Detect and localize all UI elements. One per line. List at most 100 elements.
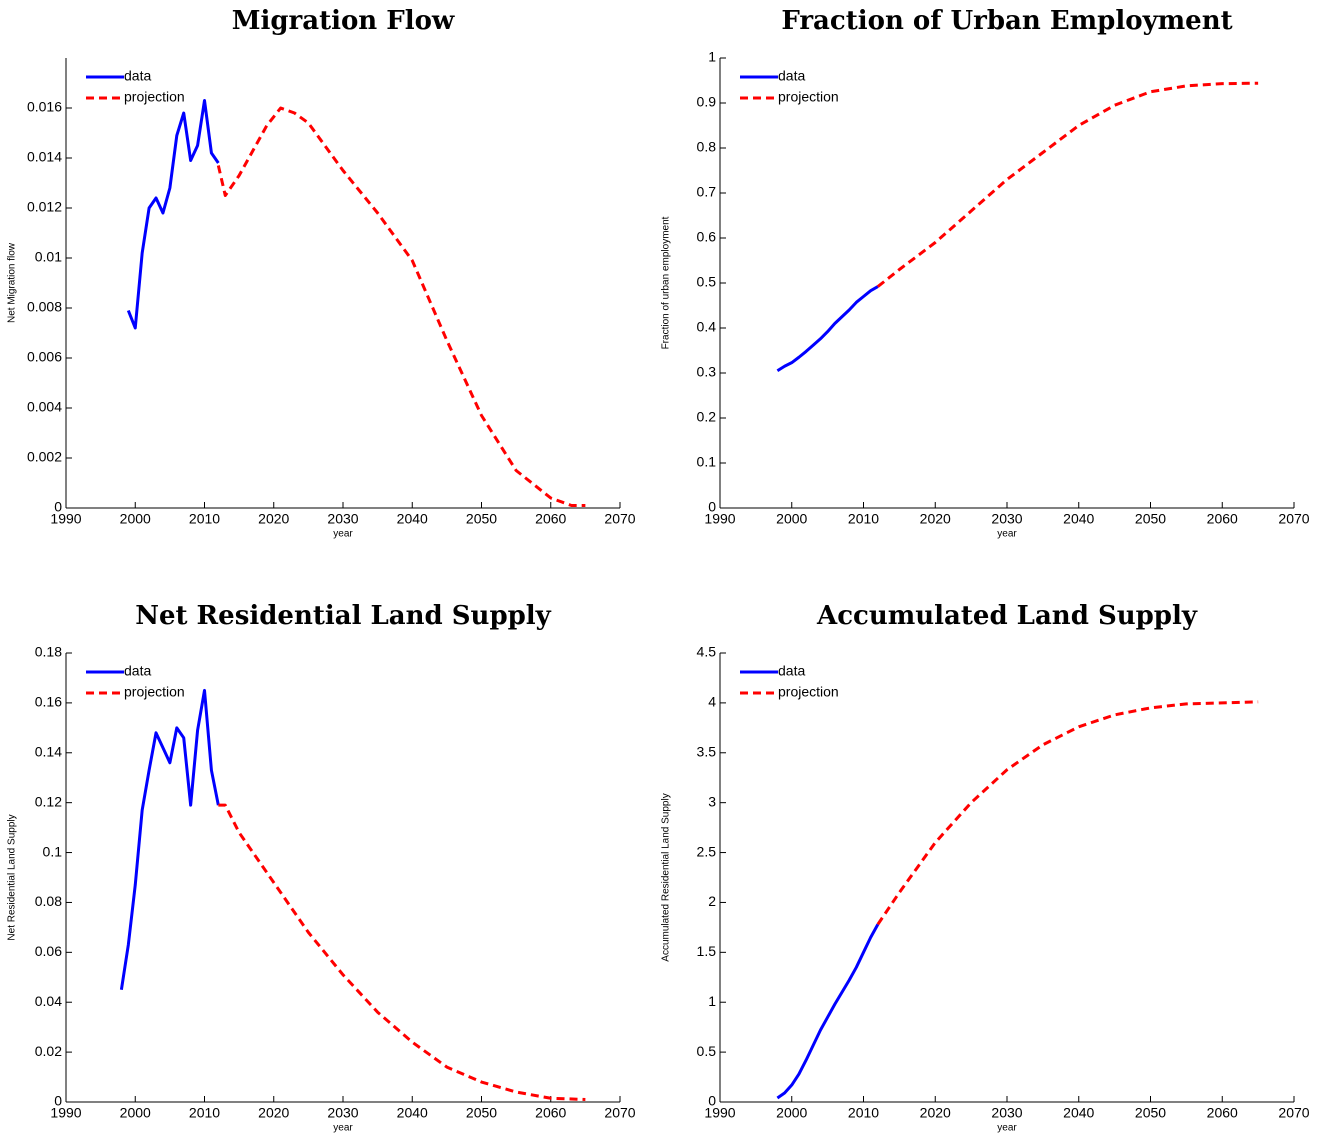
y-axis-label: Net Residential Land Supply: [7, 814, 18, 940]
x-tick-label: 2010: [189, 511, 220, 527]
legend-label: projection: [124, 684, 185, 700]
y-tick-label: 0: [54, 499, 62, 515]
x-tick-label: 1990: [50, 511, 81, 527]
data-line: [776, 285, 879, 373]
y-tick-label: 0.04: [35, 993, 62, 1009]
x-tick-label: 2040: [1063, 511, 1094, 527]
y-tick-label: 0.02: [35, 1043, 62, 1059]
x-axis-label: year: [333, 1123, 353, 1134]
y-tick-label: 2.5: [697, 843, 717, 859]
legend-label: projection: [778, 684, 839, 700]
y-axis-label: Net Migration flow: [7, 242, 18, 323]
legend-label: projection: [778, 89, 839, 105]
y-tick-label: 0.1: [43, 843, 63, 859]
y-tick-label: 0.6: [697, 229, 717, 245]
y-tick-label: 0.006: [27, 349, 62, 365]
x-tick-label: 2060: [1207, 1105, 1238, 1121]
x-tick-label: 2030: [327, 511, 358, 527]
y-tick-label: 0.7: [697, 184, 717, 200]
y-tick-label: 0.14: [35, 743, 62, 759]
x-tick-label: 2000: [776, 1105, 807, 1121]
x-tick-label: 2070: [1278, 1105, 1309, 1121]
chart-title: Accumulated Land Supply: [816, 601, 1198, 631]
x-tick-label: 2060: [1207, 511, 1238, 527]
y-tick-label: 0.1: [697, 454, 717, 470]
chart-title: Fraction of Urban Employment: [781, 6, 1232, 36]
y-tick-label: 0: [708, 1093, 716, 1109]
x-tick-label: 2040: [1063, 1105, 1094, 1121]
x-tick-label: 2000: [776, 511, 807, 527]
y-tick-label: 0.12: [35, 793, 62, 809]
x-tick-label: 2050: [1135, 511, 1166, 527]
y-tick-label: 0.5: [697, 274, 717, 290]
data-line: [218, 803, 586, 1102]
y-tick-label: 0.8: [697, 139, 717, 155]
y-tick-label: 1.5: [697, 943, 717, 959]
y-tick-label: 0.008: [27, 299, 62, 315]
x-tick-label: 2060: [535, 511, 566, 527]
x-tick-label: 2030: [991, 1105, 1022, 1121]
x-tick-label: 1990: [704, 511, 735, 527]
x-tick-label: 2000: [120, 511, 151, 527]
x-tick-label: 2070: [604, 1105, 635, 1121]
x-tick-label: 2070: [604, 511, 635, 527]
y-tick-label: 0.16: [35, 694, 62, 710]
y-tick-label: 0.4: [697, 319, 717, 335]
y-tick-label: 0.06: [35, 943, 62, 959]
y-tick-label: 1: [708, 993, 716, 1009]
x-tick-label: 1990: [50, 1105, 81, 1121]
legend-label: projection: [124, 89, 185, 105]
legend-label: data: [124, 663, 151, 679]
y-axis-label: Accumulated Residential Land Supply: [661, 793, 672, 961]
data-line: [876, 81, 1259, 288]
y-tick-label: 0: [54, 1093, 62, 1109]
y-tick-label: 3: [708, 793, 716, 809]
x-tick-label: 2020: [258, 1105, 289, 1121]
data-line: [876, 700, 1259, 926]
x-tick-label: 2010: [189, 1105, 220, 1121]
chart-title: Net Residential Land Supply: [135, 601, 551, 631]
x-tick-label: 2030: [991, 511, 1022, 527]
x-tick-label: 1990: [704, 1105, 735, 1121]
y-tick-label: 0.016: [27, 99, 62, 115]
x-axis-label: year: [997, 529, 1017, 540]
data-line: [119, 688, 220, 990]
x-axis-label: year: [333, 529, 353, 540]
y-tick-label: 0.01: [35, 249, 62, 265]
y-tick-label: 0.5: [697, 1043, 717, 1059]
x-tick-label: 2020: [258, 511, 289, 527]
y-tick-label: 0.9: [697, 94, 717, 110]
x-tick-label: 2030: [327, 1105, 358, 1121]
x-tick-label: 2070: [1278, 511, 1309, 527]
y-tick-label: 0.004: [27, 399, 62, 415]
y-axis-label: Fraction of urban employment: [661, 216, 672, 349]
x-tick-label: 2050: [1135, 1105, 1166, 1121]
y-tick-label: 1: [708, 49, 716, 65]
y-tick-label: 0.002: [27, 449, 62, 465]
x-tick-label: 2010: [848, 511, 879, 527]
legend-label: data: [778, 663, 805, 679]
chart-title: Migration Flow: [232, 6, 455, 36]
x-tick-label: 2060: [535, 1105, 566, 1121]
x-tick-label: 2020: [920, 511, 951, 527]
data-line: [776, 923, 880, 1100]
y-tick-label: 3.5: [697, 743, 717, 759]
y-tick-label: 0.18: [35, 644, 62, 660]
y-tick-label: 4: [708, 694, 716, 710]
x-tick-label: 2040: [397, 1105, 428, 1121]
legend-label: data: [778, 68, 805, 84]
y-tick-label: 2: [708, 893, 716, 909]
x-tick-label: 2010: [848, 1105, 879, 1121]
y-tick-label: 0.3: [697, 364, 717, 380]
x-axis-label: year: [997, 1123, 1017, 1134]
x-tick-label: 2020: [920, 1105, 951, 1121]
x-tick-label: 2040: [397, 511, 428, 527]
x-tick-label: 2000: [120, 1105, 151, 1121]
y-tick-label: 0.014: [27, 149, 62, 165]
legend-label: data: [124, 68, 151, 84]
x-tick-label: 2050: [466, 1105, 497, 1121]
data-line: [126, 99, 220, 330]
data-line: [216, 106, 586, 507]
